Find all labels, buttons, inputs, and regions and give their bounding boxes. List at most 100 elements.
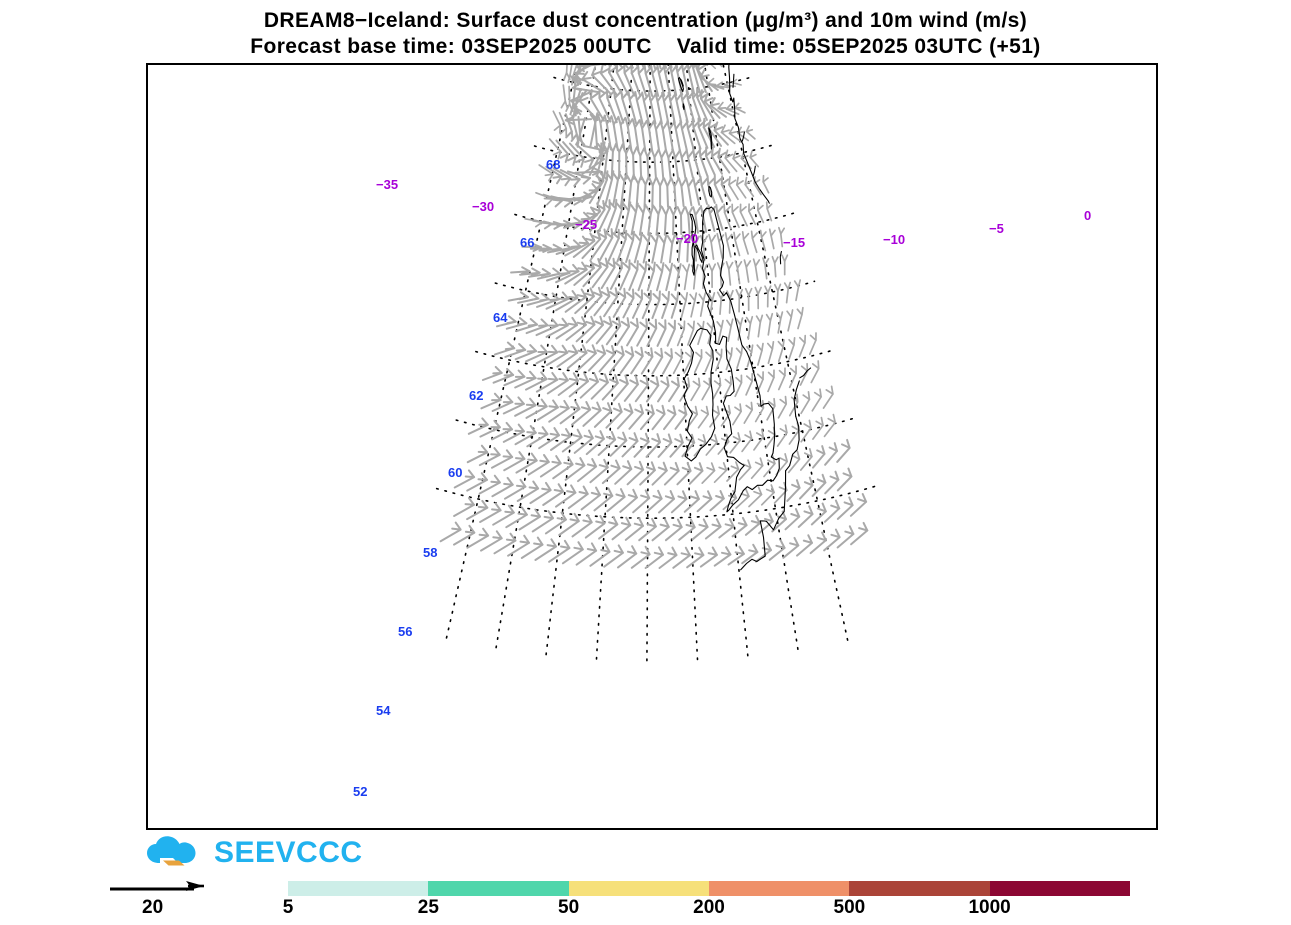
wind-arrow-head	[702, 117, 712, 129]
wind-arrow-shaft	[735, 183, 747, 199]
wind-arrow-shaft	[797, 313, 803, 330]
wind-arrow-shaft	[606, 495, 626, 513]
wind-arrow-shaft	[527, 461, 550, 476]
wind-arrow-head	[828, 442, 838, 452]
longitude-label: −10	[883, 232, 906, 247]
wind-arrow-shaft	[836, 446, 851, 463]
wind-arrow-head	[681, 377, 691, 387]
wind-arrow-shaft	[480, 537, 503, 552]
wind-arrow-head	[775, 311, 784, 320]
longitude-label: −35	[376, 177, 399, 192]
wind-arrow-head	[537, 371, 548, 381]
wind-arrow-head	[477, 499, 489, 509]
wind-arrow-head	[608, 65, 617, 74]
wind-arrow-head	[684, 206, 694, 216]
wind-arrow-head	[634, 346, 644, 358]
wind-arrow-shaft	[717, 107, 734, 117]
wind-arrow-head	[803, 419, 812, 429]
wind-arrow-head	[689, 292, 698, 302]
wind-arrow-shaft	[709, 104, 727, 118]
wind-arrow-head	[502, 449, 514, 458]
wind-arrow-head	[698, 518, 709, 528]
wind-arrow-shaft	[718, 240, 724, 259]
wind-arrow-shaft	[579, 380, 599, 399]
wind-arrow-head	[578, 235, 590, 245]
wind-arrow-head	[709, 433, 718, 444]
wind-arrow-head	[703, 377, 711, 387]
wind-arrow-head	[530, 508, 541, 518]
wind-arrow-shaft	[525, 405, 548, 419]
wind-arrow-shaft	[603, 149, 609, 178]
wind-arrow-head	[719, 65, 723, 68]
wind-arrow-shaft	[620, 180, 626, 208]
wind-arrow-head	[630, 317, 639, 329]
coastline-path	[680, 79, 684, 87]
wind-arrow-shaft	[520, 543, 544, 559]
wind-arrow-head	[609, 374, 619, 384]
wind-arrow-head	[711, 146, 720, 158]
wind-arrow-shaft	[680, 185, 685, 207]
wind-arrow-head	[830, 499, 841, 510]
wind-arrow-shaft	[703, 100, 721, 119]
wind-arrow-head	[549, 427, 560, 437]
wind-arrow-head	[745, 125, 754, 133]
wind-arrow-shaft	[535, 351, 559, 365]
wind-arrow-shaft	[734, 381, 743, 398]
coastline-path	[682, 103, 685, 111]
wind-arrow-shaft	[720, 183, 732, 202]
colorbar-tick-label: 200	[693, 897, 725, 918]
colorbar[interactable]	[288, 881, 1130, 896]
wind-arrow-head	[711, 518, 722, 528]
wind-arrow-shaft	[678, 526, 696, 541]
wind-arrow-head	[645, 461, 656, 472]
wind-arrow-head	[583, 429, 594, 440]
wind-arrow-head	[613, 544, 624, 554]
seevccc-logo[interactable]: SEEVCCC	[146, 833, 363, 873]
wind-arrow-head	[528, 480, 540, 490]
wind-arrow-shaft	[479, 426, 501, 438]
wind-arrow-shaft	[788, 400, 799, 417]
wind-arrow-head	[516, 478, 527, 488]
wind-arrow-shaft	[741, 437, 753, 453]
wind-arrow-head	[764, 512, 774, 523]
wind-arrow-head	[737, 126, 746, 134]
wind-arrow-head	[478, 527, 490, 537]
wind-arrow-head	[639, 375, 649, 386]
wind-arrow-shaft	[651, 469, 668, 486]
wind-arrow-shaft	[738, 466, 752, 481]
wind-arrow-head	[720, 175, 730, 186]
wind-arrow-head	[655, 177, 665, 187]
wind-arrow-head	[677, 320, 686, 330]
wind-arrow-head	[728, 126, 738, 135]
wind-arrow-shaft	[525, 324, 549, 335]
wind-arrow-shaft	[578, 100, 599, 121]
wind-arrow-shaft	[552, 167, 572, 180]
longitude-gridline	[722, 65, 849, 641]
wind-arrow-head	[842, 467, 853, 478]
wind-arrow-shaft	[651, 184, 654, 209]
wind-arrow-head	[530, 267, 541, 277]
wind-arrow-head	[504, 504, 515, 514]
wind-arrow-head	[664, 262, 674, 273]
wind-arrow-head	[568, 290, 579, 299]
wind-arrow-head	[652, 120, 662, 131]
wind-arrow-shaft	[702, 242, 706, 261]
latitude-label: 60	[448, 465, 463, 480]
wind-arrow-head	[544, 173, 554, 182]
wind-arrow-shaft	[603, 295, 619, 318]
wind-arrow-head	[596, 344, 607, 355]
wind-arrow-shaft	[641, 127, 647, 153]
wind-arrow-head	[750, 230, 758, 240]
map-panel[interactable]: 68666462605856545250−35−30−25−20−15−10−5…	[146, 63, 1158, 830]
wind-arrow-head	[552, 198, 563, 208]
wind-arrow-shaft	[609, 439, 628, 457]
wind-arrow-head	[503, 476, 514, 486]
wind-arrow-shaft	[514, 377, 537, 389]
wind-arrow-shaft	[699, 97, 715, 120]
wind-arrow-shaft	[555, 270, 580, 284]
wind-arrow-shaft	[786, 486, 801, 502]
wind-arrow-head	[464, 524, 476, 534]
wind-arrow-head	[577, 261, 588, 271]
wind-arrow-shaft	[704, 356, 713, 373]
wind-arrow-head	[759, 229, 767, 239]
